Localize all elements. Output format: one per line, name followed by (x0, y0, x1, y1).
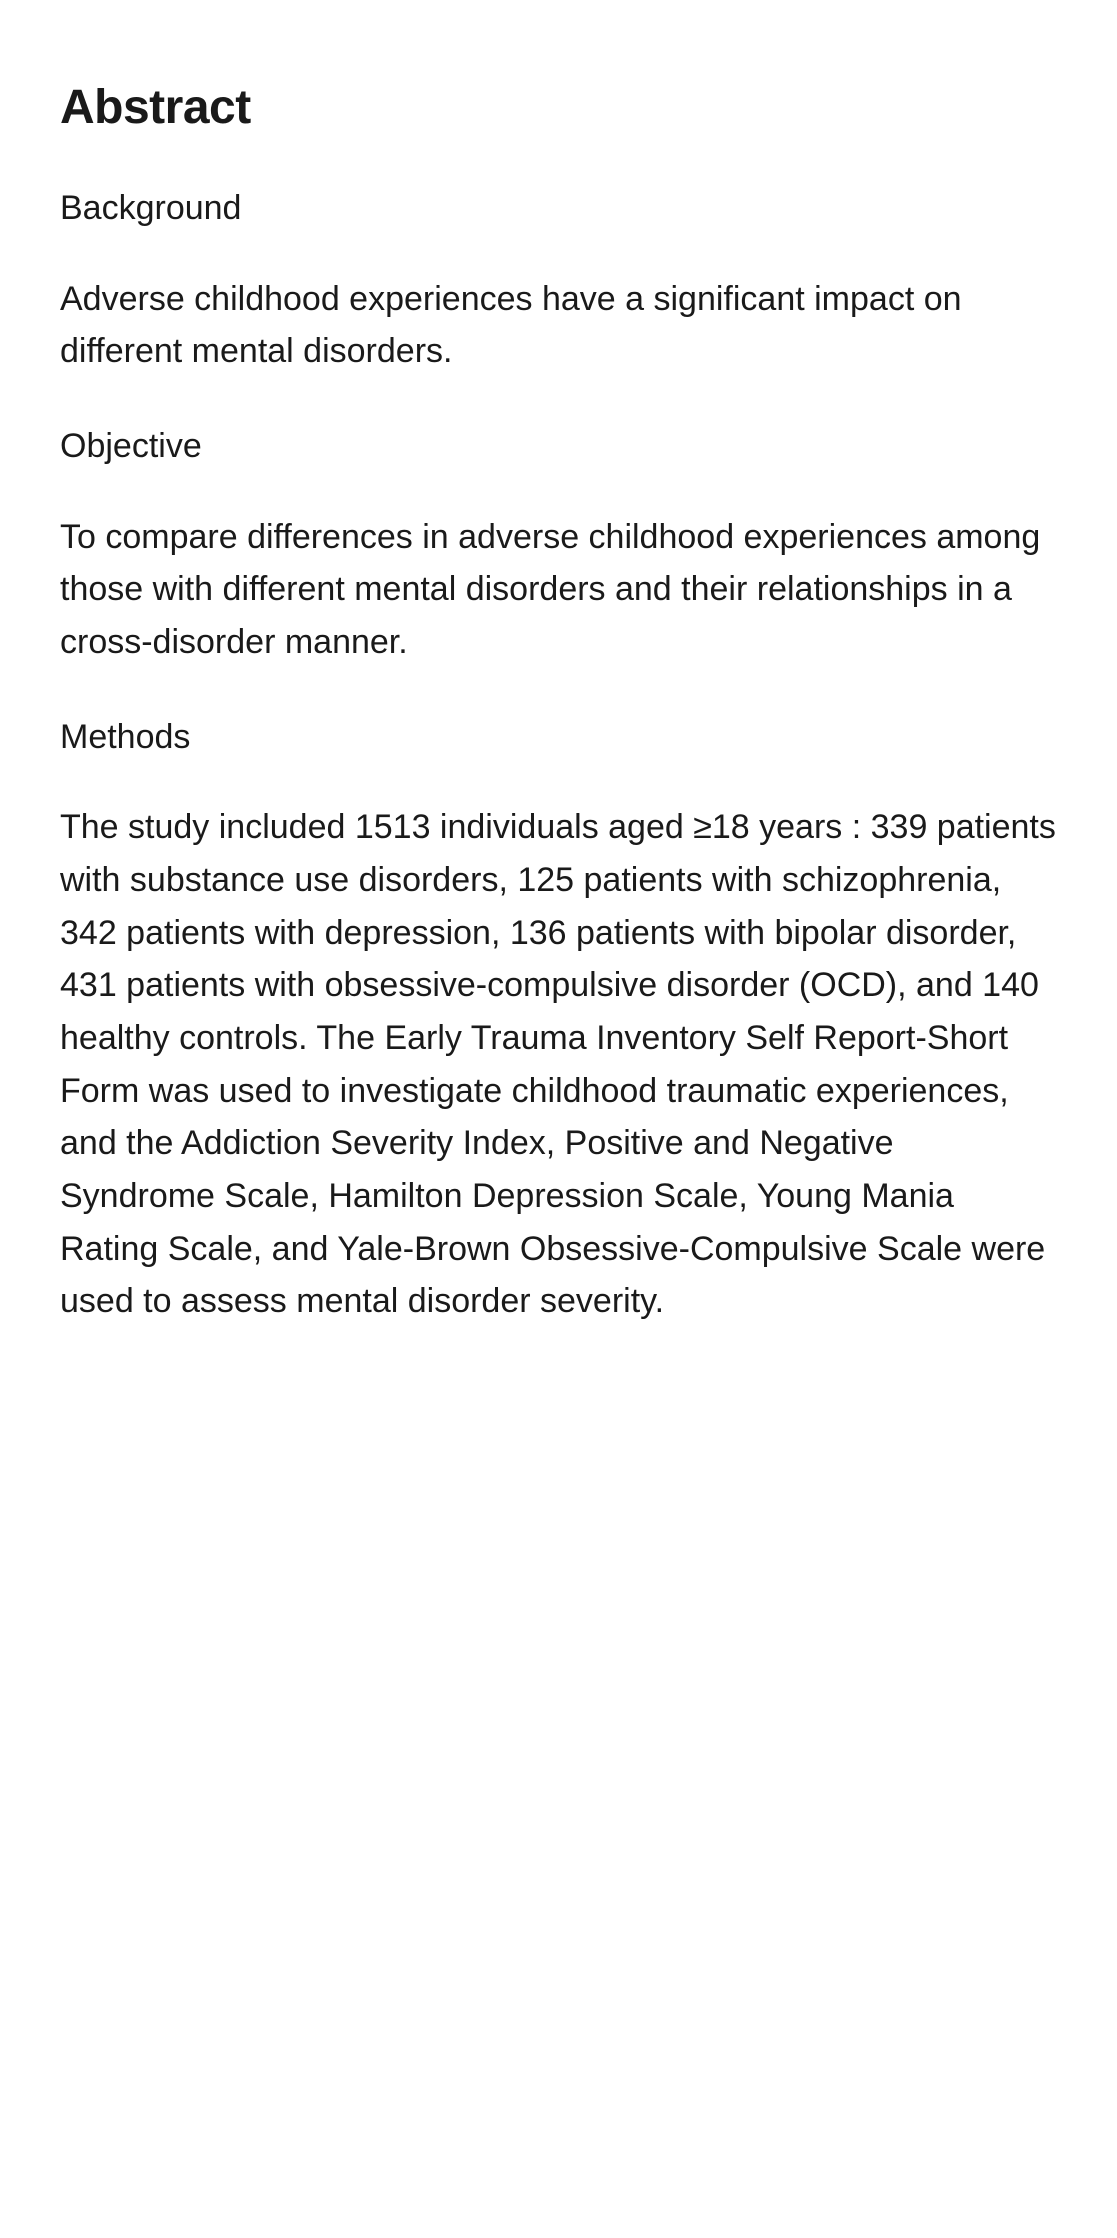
background-text: Adverse childhood experiences have a sig… (60, 273, 1057, 378)
objective-text: To compare differences in adverse childh… (60, 511, 1057, 669)
abstract-title: Abstract (60, 80, 1057, 135)
methods-text: The study included 1513 individuals aged… (60, 801, 1057, 1328)
objective-heading: Objective (60, 423, 1057, 471)
background-heading: Background (60, 185, 1057, 233)
methods-heading: Methods (60, 714, 1057, 762)
